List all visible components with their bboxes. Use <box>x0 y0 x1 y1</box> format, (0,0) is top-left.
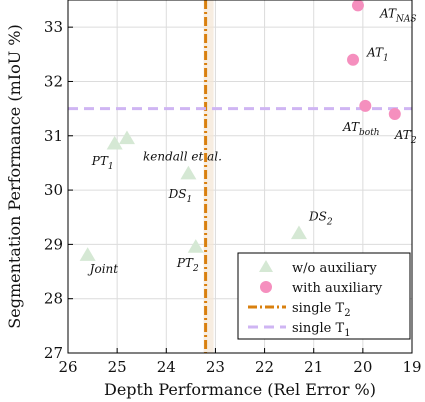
point-triangle <box>118 130 135 145</box>
y-tick-label: 32 <box>44 72 63 90</box>
point-label-text: PT <box>91 154 109 168</box>
x-tick-label: 20 <box>353 358 372 376</box>
y-axis-label: Segmentation Performance (mIoU %) <box>5 24 24 328</box>
x-tick-label: 19 <box>402 358 421 376</box>
point-label-text: kendall et al. <box>143 149 222 163</box>
single-t2-band <box>203 0 214 353</box>
point-triangle <box>106 135 123 150</box>
y-tick-label: 27 <box>44 344 63 362</box>
point-triangle <box>290 225 307 240</box>
point-label: Joint <box>87 262 119 276</box>
point-label-text: PT <box>176 256 194 270</box>
point-triangle <box>79 247 96 261</box>
y-tick-label: 29 <box>44 235 63 253</box>
grid-lines <box>67 0 413 354</box>
point-label-sub: 2 <box>192 264 199 274</box>
point-label-text: AT <box>366 46 384 60</box>
point-label: PT1 <box>91 154 114 172</box>
point-label-sub: 2 <box>410 136 417 146</box>
point-circle <box>388 108 401 121</box>
point-circle <box>347 53 360 66</box>
legend-triangle-marker <box>259 260 273 272</box>
y-tick-label: 30 <box>44 181 63 199</box>
point-label-sub: 1 <box>186 195 192 205</box>
point-circle <box>359 99 372 112</box>
point-label-text: AT <box>379 6 397 20</box>
legend-entry: single T1 <box>292 321 351 339</box>
reference-lines <box>68 0 412 353</box>
y-tick-label: 33 <box>44 18 63 36</box>
legend-entry-sub: 2 <box>344 308 350 319</box>
x-tick-label: 21 <box>304 358 323 376</box>
point-label-sub: 1 <box>108 162 114 172</box>
point-label-text: DS <box>308 210 327 224</box>
legend-entry: with auxiliary <box>292 281 383 296</box>
legend-entry: w/o auxiliary <box>292 261 377 276</box>
y-axis-ticks: 27 28 29 30 31 32 33 <box>44 18 73 362</box>
point-label: kendall et al. <box>143 149 222 163</box>
point-triangle <box>187 239 204 253</box>
point-label-text: DS <box>168 187 187 201</box>
point-label: AT1 <box>366 46 389 64</box>
x-tick-label: 25 <box>108 358 127 376</box>
x-axis-label: Depth Performance (Rel Error %) <box>104 380 376 399</box>
x-tick-label: 24 <box>157 358 176 376</box>
point-label-sub: 1 <box>383 54 389 64</box>
point-label-sub: 2 <box>326 218 333 228</box>
point-label-text: Joint <box>87 262 119 276</box>
x-tick-label: 26 <box>58 358 77 376</box>
x-tick-label: 22 <box>255 358 274 376</box>
x-tick-label: 23 <box>206 358 225 376</box>
y-tick-label: 28 <box>44 290 63 308</box>
legend-circle-marker <box>260 281 272 293</box>
x-axis-ticks: 26 25 24 23 22 21 20 19 <box>58 348 422 376</box>
point-label: ATboth <box>342 120 380 138</box>
data-points <box>79 0 401 261</box>
point-label: PT2 <box>176 256 199 274</box>
point-label: AT2 <box>394 128 417 146</box>
y-tick-label: 31 <box>44 127 63 145</box>
point-label: DS2 <box>308 210 333 228</box>
point-label: ATNAS <box>379 6 417 24</box>
legend-entry-text: single T <box>292 321 345 336</box>
legend-entry-sub: 1 <box>344 328 350 339</box>
point-label-text: AT <box>394 128 412 142</box>
legend-entry: single T2 <box>292 301 351 319</box>
reference-bands <box>203 0 214 353</box>
plot-frame <box>67 0 413 354</box>
point-label-sub: both <box>359 128 380 138</box>
point-label-text: AT <box>342 120 360 134</box>
legend-entry-text: single T <box>292 301 345 316</box>
point-circle <box>351 0 364 12</box>
point-label-sub: NAS <box>395 14 417 24</box>
point-label: DS1 <box>168 187 193 205</box>
point-triangle <box>180 165 197 180</box>
